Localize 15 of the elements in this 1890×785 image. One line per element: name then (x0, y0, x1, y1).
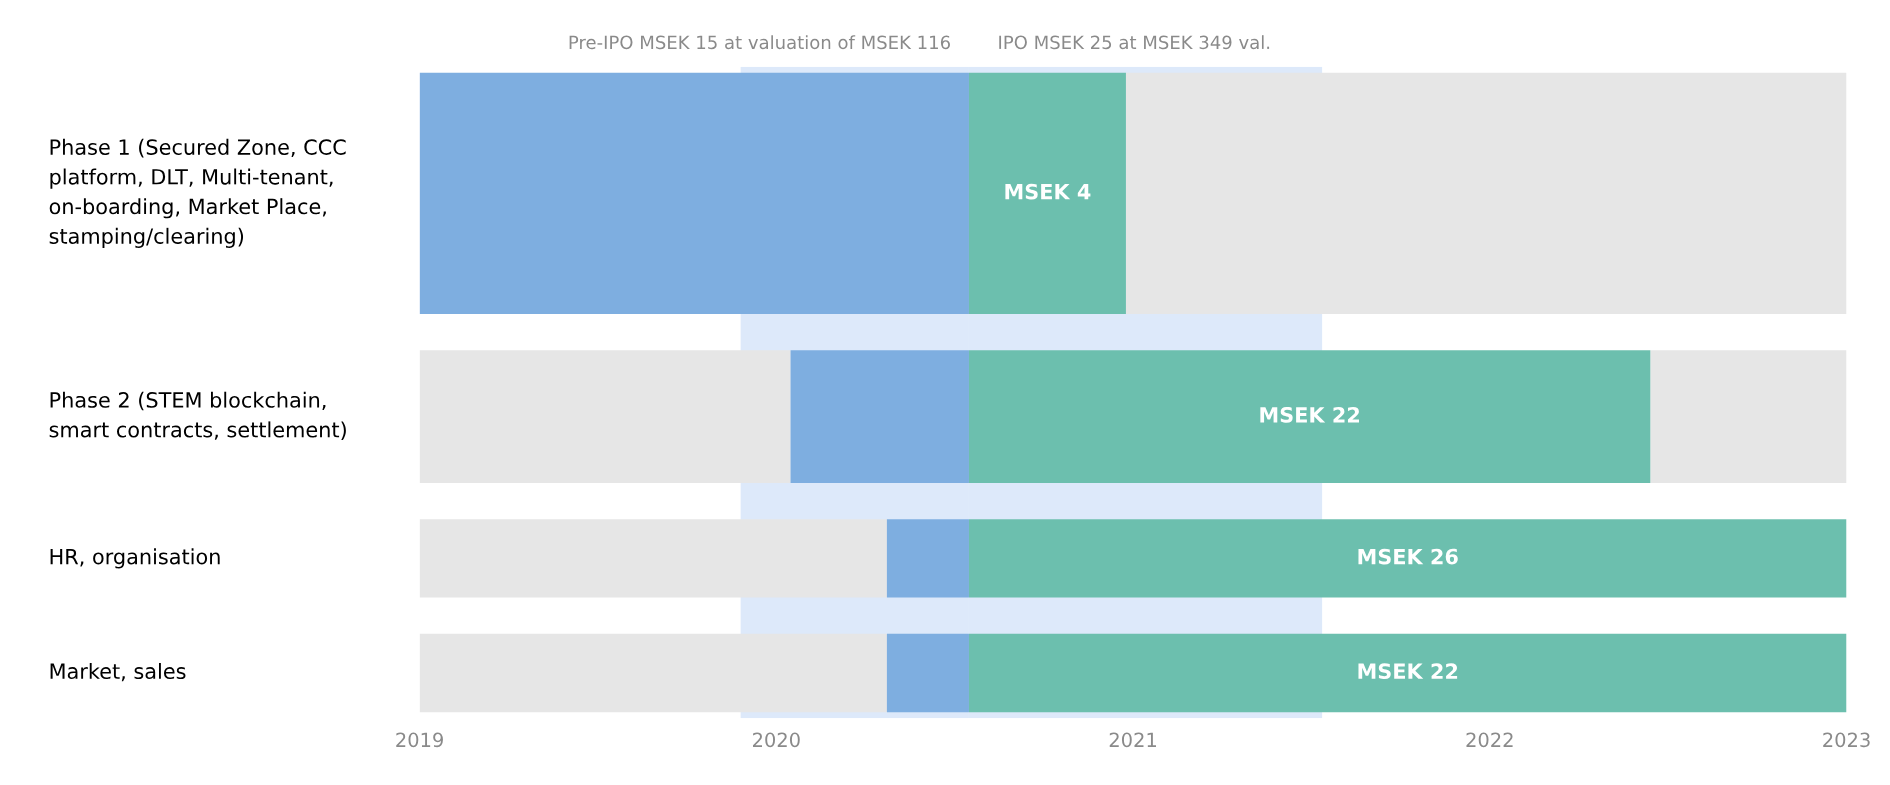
x-tick-label: 2019 (396, 732, 443, 748)
y-tick-label: HR, organisation (50, 548, 220, 569)
band-label: Pre-IPO MSEK 15 at valuation of MSEK 116 (569, 35, 950, 50)
y-tick-label: Phase 1 (Secured Zone, CCC platform, DLT, Multi-tenant, on-boarding, Market Place, stamping/clearing) (49, 138, 346, 248)
x-tick-label: 2021 (1109, 732, 1156, 748)
y-tick-label: Phase 2 (STEM blockchain, smart contracts, settlement) (49, 391, 346, 440)
data-label: MSEK 22 (1260, 406, 1360, 423)
x-tick-label: 2022 (1466, 732, 1513, 748)
x-tick-label: 2020 (753, 732, 800, 748)
data-label: MSEK 26 (1358, 548, 1458, 565)
x-tick-label: 2023 (1823, 732, 1870, 748)
data-label: MSEK 22 (1358, 663, 1458, 680)
data-label: MSEK 4 (1005, 183, 1091, 200)
y-tick-label: Market, sales (50, 662, 186, 682)
band-label: IPO MSEK 25 at MSEK 349 val. (999, 35, 1270, 50)
